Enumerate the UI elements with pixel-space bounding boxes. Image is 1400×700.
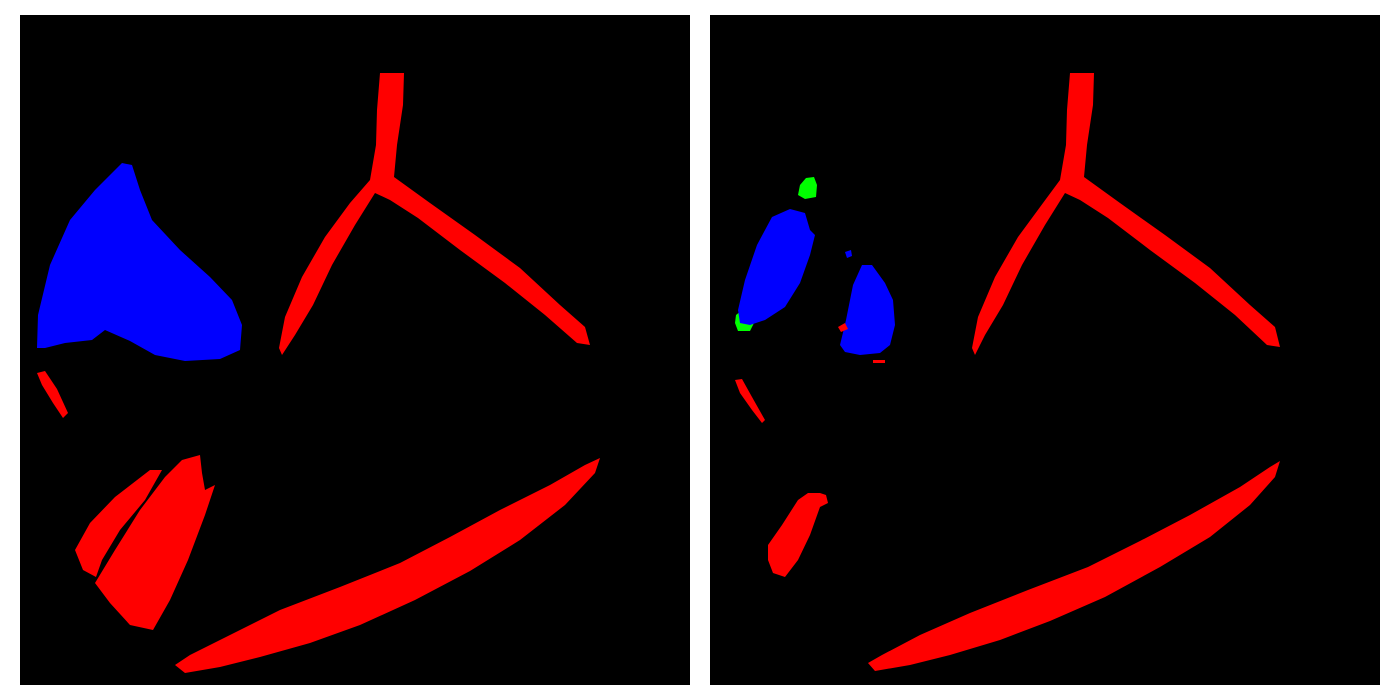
blue-speck (845, 250, 852, 258)
red-sliver-left (735, 379, 765, 423)
right-mask-canvas (735, 73, 1280, 671)
red-piece-lower-left-b (95, 455, 215, 630)
left-mask-canvas (37, 73, 600, 673)
blue-blob-left (738, 209, 815, 325)
left-segmentation-panel (20, 15, 690, 685)
red-vessel-y (279, 73, 590, 355)
green-blob-top (798, 177, 817, 199)
red-vessel-y (972, 73, 1280, 355)
red-piece-lower-left (768, 493, 828, 577)
blue-blob-right (840, 265, 895, 355)
blue-region (37, 163, 242, 361)
red-sliver-left (37, 371, 68, 418)
right-segmentation-panel (710, 15, 1380, 685)
red-speck-mid (838, 323, 848, 332)
red-vessel-lower (868, 461, 1280, 671)
red-piece-lower-left-a (75, 470, 162, 577)
red-vessel-lower (175, 458, 600, 673)
red-speck-low (873, 360, 885, 363)
